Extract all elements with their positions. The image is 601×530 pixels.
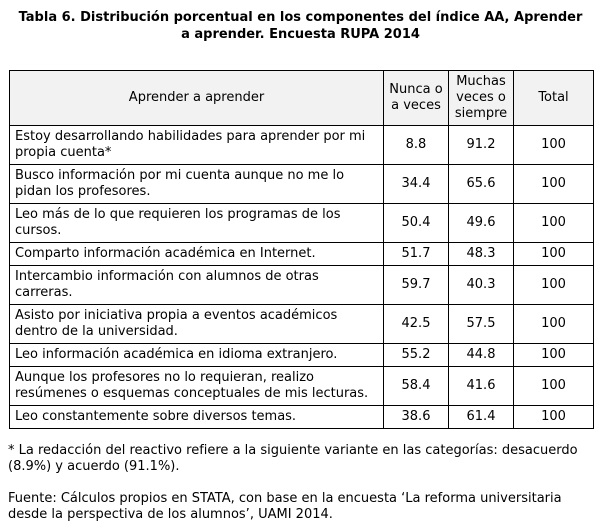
document-page: Tabla 6. Distribución porcentual en los …: [0, 9, 601, 530]
row-item-label: Aunque los profesores no lo requieran, r…: [9, 366, 384, 406]
row-value-nunca: 42.5: [383, 304, 449, 344]
row-value-nunca: 34.4: [383, 164, 449, 204]
row-value-nunca: 8.8: [383, 125, 449, 165]
row-item-label: Estoy desarrollando habilidades para apr…: [9, 125, 384, 165]
row-value-total: 100: [513, 343, 594, 367]
row-value-total: 100: [513, 125, 594, 165]
row-value-nunca: 58.4: [383, 366, 449, 406]
row-item-label: Busco información por mi cuenta aunque n…: [9, 164, 384, 204]
row-value-nunca: 59.7: [383, 265, 449, 305]
row-value-total: 100: [513, 304, 594, 344]
table-row: Comparto información académica en Intern…: [9, 242, 594, 266]
row-value-nunca: 55.2: [383, 343, 449, 367]
row-value-muchas: 41.6: [448, 366, 514, 406]
col-header-nunca-o-a-veces: Nunca o a veces: [383, 70, 449, 126]
row-item-label: Leo información académica en idioma extr…: [9, 343, 384, 367]
col-header-muchas-veces-o-siempre: Muchas veces o siempre: [448, 70, 514, 126]
row-value-muchas: 44.8: [448, 343, 514, 367]
source-note: Fuente: Cálculos propios en STATA, con b…: [8, 491, 562, 522]
row-value-total: 100: [513, 164, 594, 204]
row-value-muchas: 48.3: [448, 242, 514, 266]
row-value-total: 100: [513, 242, 594, 266]
table-row: Estoy desarrollando habilidades para apr…: [9, 125, 594, 165]
row-item-label: Asisto por iniciativa propia a eventos a…: [9, 304, 384, 344]
table-row: Leo información académica en idioma extr…: [9, 343, 594, 367]
row-value-nunca: 38.6: [383, 405, 449, 429]
row-value-muchas: 57.5: [448, 304, 514, 344]
col-header-aprender-a-aprender: Aprender a aprender: [9, 70, 384, 126]
row-item-label: Leo más de lo que requieren los programa…: [9, 203, 384, 243]
col-header-total: Total: [513, 70, 594, 126]
table-row: Aunque los profesores no lo requieran, r…: [9, 366, 594, 406]
row-value-muchas: 91.2: [448, 125, 514, 165]
table-row: Leo más de lo que requieren los programa…: [9, 203, 594, 243]
row-value-nunca: 51.7: [383, 242, 449, 266]
row-item-label: Intercambio información con alumnos de o…: [9, 265, 384, 305]
table-header-row: Aprender a aprender Nunca o a veces Much…: [9, 70, 594, 126]
row-value-nunca: 50.4: [383, 203, 449, 243]
table-row: Busco información por mi cuenta aunque n…: [9, 164, 594, 204]
footnote: * La redacción del reactivo refiere a la…: [8, 443, 578, 474]
table-row: Leo constantemente sobre diversos temas.…: [9, 405, 594, 429]
row-value-total: 100: [513, 405, 594, 429]
row-value-total: 100: [513, 265, 594, 305]
row-value-muchas: 40.3: [448, 265, 514, 305]
row-item-label: Leo constantemente sobre diversos temas.: [9, 405, 384, 429]
data-table: Aprender a aprender Nunca o a veces Much…: [9, 70, 594, 429]
row-item-label: Comparto información académica en Intern…: [9, 242, 384, 266]
row-value-total: 100: [513, 203, 594, 243]
row-value-muchas: 61.4: [448, 405, 514, 429]
table-row: Intercambio información con alumnos de o…: [9, 265, 594, 305]
row-value-muchas: 49.6: [448, 203, 514, 243]
table-title: Tabla 6. Distribución porcentual en los …: [18, 10, 583, 42]
row-value-total: 100: [513, 366, 594, 406]
table-row: Asisto por iniciativa propia a eventos a…: [9, 304, 594, 344]
row-value-muchas: 65.6: [448, 164, 514, 204]
